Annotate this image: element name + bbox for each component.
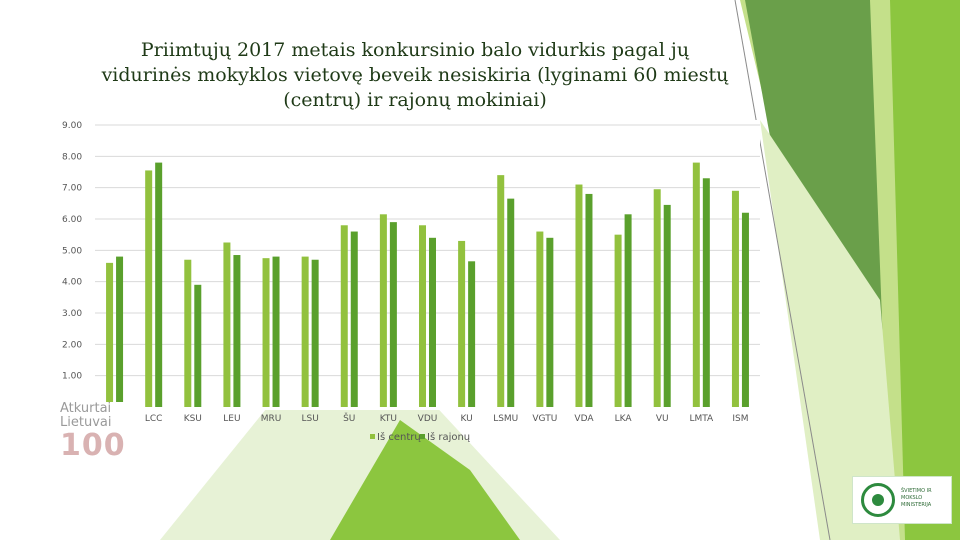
decor-shape-fade xyxy=(760,120,900,540)
bar-districts-LMTA xyxy=(702,178,710,407)
y-tick-label: 6.00 xyxy=(62,215,82,225)
bar-districts-MRU xyxy=(272,256,280,407)
bar-centers-LCC xyxy=(145,170,153,407)
bar-centers-KK xyxy=(106,262,114,407)
y-tick-label: 7.00 xyxy=(62,184,82,194)
legend-label: Iš centrų xyxy=(377,431,421,443)
bar-districts-ŠU xyxy=(350,231,358,407)
bar-centers-ISM xyxy=(731,190,739,407)
ministry-emblem-icon xyxy=(861,483,895,517)
ministry-logo: ŠVIETIMO IR MOKSLO MINISTERIJA xyxy=(852,476,952,524)
y-tick-label: 3.00 xyxy=(62,309,82,319)
x-tick-label: LKA xyxy=(615,414,633,424)
y-tick-label: 1.00 xyxy=(62,372,82,382)
x-tick-label: LSMU xyxy=(493,414,518,424)
x-axis: KKLCCKSULEUMRULSUŠUKTUVDUKULSMUVGTUVDALK… xyxy=(109,412,749,424)
bar-districts-VDU xyxy=(429,237,436,407)
y-axis: 1.00 2.00 3.00 4.00 5.00 6.00 7.00 8.00 9.00 xyxy=(62,121,82,382)
bar-centers-KTU xyxy=(379,214,387,407)
bar-centers-LKA xyxy=(614,234,622,407)
legend-swatch xyxy=(370,434,375,439)
bar-districts-LSU xyxy=(311,259,319,407)
bar-centers-VDU xyxy=(419,225,426,407)
bar-districts-VDA xyxy=(585,193,593,407)
bar-districts-LEU xyxy=(233,255,241,407)
x-tick-label: ŠU xyxy=(343,412,355,424)
bar-districts-LKA xyxy=(624,214,632,407)
bar-centers-ŠU xyxy=(340,225,348,407)
x-tick-label: LEU xyxy=(223,414,240,424)
decor-shape-mid xyxy=(890,0,960,540)
y-tick-label: 9.00 xyxy=(62,121,82,131)
legend-swatch xyxy=(420,434,425,439)
bar-centers-VGTU xyxy=(536,231,544,407)
y-tick-label: 8.00 xyxy=(62,152,82,162)
bar-districts-KU xyxy=(468,261,476,407)
y-tick-label: 4.00 xyxy=(62,278,82,288)
bar-centers-VU xyxy=(653,189,661,407)
x-tick-label: VGTU xyxy=(532,414,557,424)
x-tick-label: VDA xyxy=(574,414,594,424)
x-tick-label: KTU xyxy=(380,414,397,424)
decor-line xyxy=(734,0,831,540)
plot-background xyxy=(95,120,760,410)
bar-districts-ISM xyxy=(741,212,749,407)
bar-districts-KK xyxy=(116,256,124,407)
bar-districts-KSU xyxy=(194,284,202,407)
bar-districts-KTU xyxy=(389,222,397,407)
bar-districts-LCC xyxy=(155,162,163,407)
bar-centers-LMTA xyxy=(692,162,700,407)
bar-centers-KU xyxy=(458,240,466,407)
logo-line-1: Atkurtai xyxy=(60,401,112,416)
legend-label: Iš rajonų xyxy=(427,431,471,443)
bar-centers-LSMU xyxy=(497,175,505,407)
logo-line-3: 100 xyxy=(60,428,126,463)
bar-centers-LSU xyxy=(301,256,309,407)
x-tick-label: LSU xyxy=(301,414,318,424)
y-tick-label: 5.00 xyxy=(62,246,82,256)
bar-districts-LSMU xyxy=(507,198,515,407)
x-tick-label: KSU xyxy=(184,414,202,424)
slide-title: Priimtųjų 2017 metais konkursinio balo v… xyxy=(101,39,729,111)
x-tick-label: LCC xyxy=(145,414,163,424)
logo-line-2: Lietuvai xyxy=(60,415,112,430)
bar-centers-MRU xyxy=(262,258,270,407)
bar-centers-KSU xyxy=(184,259,192,407)
x-tick-label: VDU xyxy=(418,414,438,424)
bar-centers-LEU xyxy=(223,242,231,407)
y-tick-label: 2.00 xyxy=(62,340,82,350)
x-tick-label: VU xyxy=(656,414,669,424)
bar-centers-VDA xyxy=(575,184,583,407)
x-tick-label: MRU xyxy=(261,414,282,424)
anniversary-logo: Atkurtai Lietuvai 100 xyxy=(60,402,130,464)
bars xyxy=(106,162,749,407)
ministry-logo-text: ŠVIETIMO IR MOKSLO MINISTERIJA xyxy=(901,488,932,508)
x-tick-label: ISM xyxy=(732,414,748,424)
legend: Iš centrų Iš rajonų xyxy=(370,431,471,443)
x-tick-label: KU xyxy=(460,414,472,424)
decor-shape-bottom-strong xyxy=(330,420,520,540)
bar-districts-VGTU xyxy=(546,237,554,407)
bar-districts-VU xyxy=(663,204,671,407)
x-tick-label: LMTA xyxy=(689,414,714,424)
gridlines xyxy=(95,124,760,377)
